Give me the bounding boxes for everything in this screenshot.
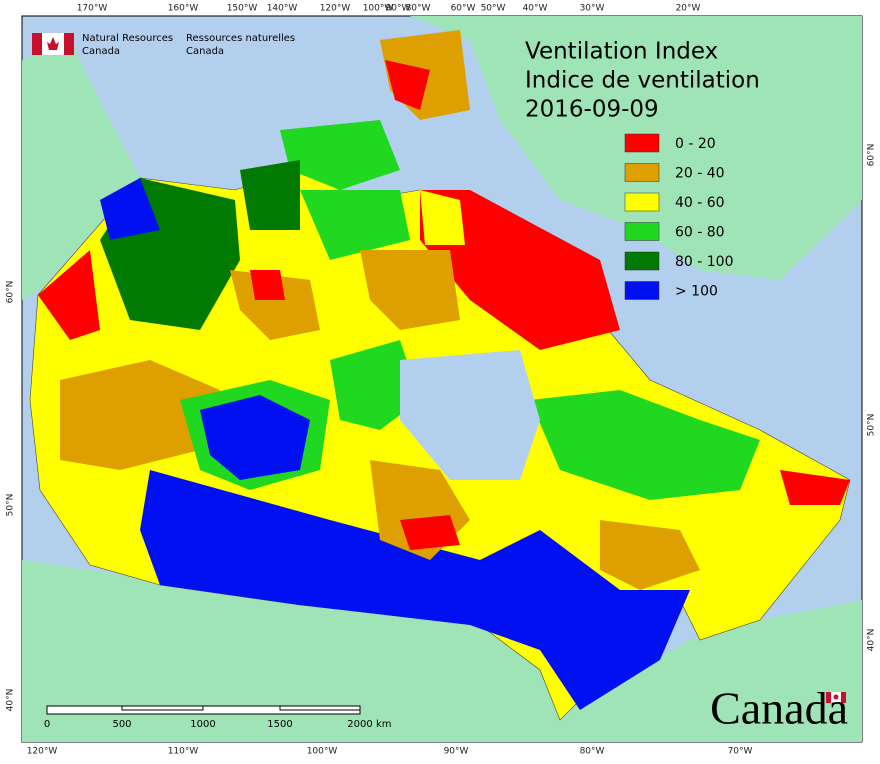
- legend-swatch: [624, 133, 660, 153]
- agency-en: Canada: [82, 46, 120, 57]
- legend-swatch: [624, 281, 660, 300]
- legend-label: 20 - 40: [675, 166, 725, 182]
- graticule-label: 40°N: [867, 629, 877, 652]
- graticule-label: 80°W: [406, 4, 431, 14]
- legend-swatch: [624, 163, 660, 182]
- graticule-label: 20°W: [676, 4, 701, 14]
- graticule-label: 50°N: [867, 414, 877, 437]
- legend-label: > 100: [675, 284, 718, 300]
- graticule-label: 160°W: [168, 4, 199, 14]
- scale-bar: [46, 705, 361, 715]
- legend-swatch: [624, 192, 660, 212]
- wordmark: Canada: [710, 683, 848, 734]
- graticule-label: 100°W: [363, 4, 394, 14]
- graticule-label: 60°N: [867, 144, 877, 167]
- legend-swatch: [624, 222, 660, 241]
- graticule-label: 40°W: [523, 4, 548, 14]
- graticule-label: 170°W: [77, 4, 108, 14]
- graticule-label: 60°N: [6, 281, 16, 304]
- legend-label: 0 - 20: [675, 136, 716, 152]
- agency-fr: Canada: [186, 46, 224, 57]
- graticule-label: 100°W: [307, 747, 338, 757]
- graticule-label: 70°W: [728, 747, 753, 757]
- graticule-label: 110°W: [168, 747, 199, 757]
- arctic-islands: [240, 30, 620, 350]
- scale-label: 2000: [347, 719, 372, 730]
- legend-swatch: [624, 251, 660, 271]
- map-title: Ventilation Index: [525, 39, 718, 65]
- graticule-label: 120°W: [320, 4, 351, 14]
- graticule-label: 40°N: [6, 689, 16, 712]
- agency-en: Natural Resources: [82, 33, 173, 44]
- scale-unit: km: [376, 719, 392, 730]
- graticule-label: 90°W: [444, 747, 469, 757]
- agency-fr: Ressources naturelles: [186, 33, 295, 44]
- graticule-label: 150°W: [227, 4, 258, 14]
- scale-label: 0: [44, 719, 50, 730]
- scale-label: 1500: [267, 719, 292, 730]
- graticule-label: 60°W: [451, 4, 476, 14]
- scale-label: 500: [112, 719, 131, 730]
- legend-label: 60 - 80: [675, 225, 725, 241]
- nrcan-flag: [32, 33, 74, 55]
- wordmark-flag: [826, 692, 846, 703]
- scale-label: 1000: [190, 719, 215, 730]
- legend-label: 80 - 100: [675, 254, 734, 270]
- map-title: Indice de ventilation: [525, 68, 760, 94]
- graticule-label: 80°W: [580, 747, 605, 757]
- graticule-label: 120°W: [27, 747, 58, 757]
- graticule-label: 140°W: [267, 4, 298, 14]
- graticule-label: 50°W: [481, 4, 506, 14]
- graticule-label: 90°W: [386, 4, 411, 14]
- legend-label: 40 - 60: [675, 195, 725, 211]
- graticule-label: 30°W: [580, 4, 605, 14]
- map-date: 2016-09-09: [525, 97, 659, 123]
- graticule-label: 50°N: [6, 494, 16, 517]
